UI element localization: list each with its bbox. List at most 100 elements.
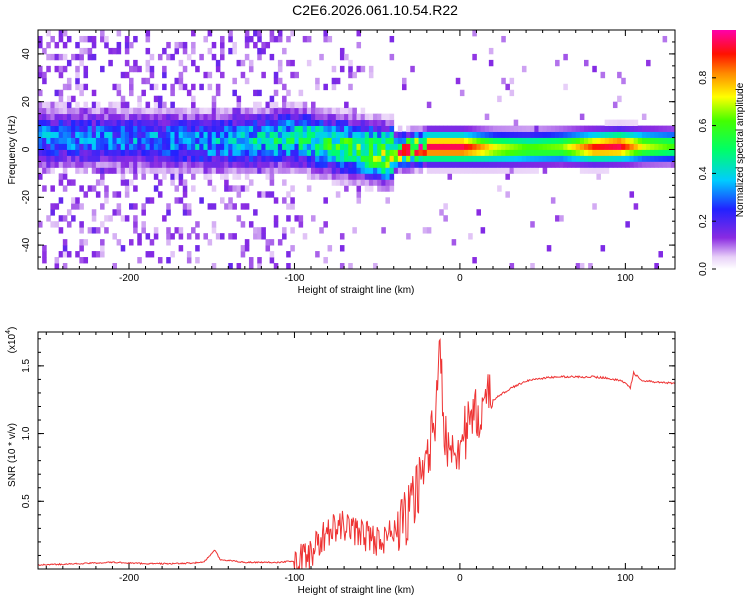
heatmap-cell <box>50 167 55 174</box>
heatmap-cells <box>38 30 676 270</box>
heatmap-cell <box>311 119 316 126</box>
heatmap-cell <box>364 149 370 156</box>
x-tick-label: -100 <box>284 273 304 284</box>
heatmap-cell <box>356 191 362 198</box>
heatmap-cell <box>331 131 337 138</box>
heatmap-cell <box>480 227 486 234</box>
heatmap-cell <box>377 125 382 132</box>
heatmap-cell <box>290 113 295 121</box>
heatmap-cell <box>629 143 635 150</box>
heatmap-cell <box>596 173 601 180</box>
heatmap-cell <box>153 125 159 132</box>
heatmap-cell <box>257 53 262 61</box>
heatmap-cell <box>331 149 337 156</box>
heatmap-cell <box>443 149 448 156</box>
heatmap-cell <box>133 167 138 174</box>
heatmap-cell <box>418 149 424 156</box>
heatmap-cell <box>459 167 465 174</box>
multiplier-close: ) <box>7 327 18 330</box>
heatmap-cell <box>381 125 386 132</box>
heatmap-cell <box>232 47 237 55</box>
heatmap-cell <box>100 203 105 210</box>
heatmap-cell <box>257 125 262 132</box>
heatmap-cell <box>373 143 378 150</box>
heatmap-cell <box>120 143 126 150</box>
heatmap-cell <box>608 161 614 168</box>
heatmap-cell <box>559 137 564 144</box>
heatmap-cell <box>199 119 204 126</box>
heatmap-cell <box>505 167 510 174</box>
heatmap-cell <box>443 143 448 150</box>
heatmap-cell <box>220 119 225 126</box>
heatmap-cell <box>87 137 93 144</box>
heatmap-cell <box>120 101 126 109</box>
heatmap-cell <box>232 119 237 126</box>
heatmap-cell <box>66 149 72 156</box>
heatmap-cell <box>104 227 109 234</box>
heatmap-cell <box>538 143 544 150</box>
heatmap-cell <box>137 125 142 132</box>
heatmap-cell <box>348 263 353 270</box>
heatmap-cell <box>79 227 84 234</box>
heatmap-cell <box>513 137 519 144</box>
heatmap-cell <box>670 125 676 132</box>
heatmap-cell <box>240 185 246 192</box>
heatmap-cell <box>191 131 196 138</box>
heatmap-cell <box>120 155 126 162</box>
heatmap-cell <box>381 161 386 168</box>
heatmap-cell <box>124 71 130 79</box>
heatmap-cell <box>563 137 568 144</box>
heatmap-cell <box>571 155 577 162</box>
heatmap-cell <box>79 119 84 126</box>
heatmap-cell <box>137 161 142 168</box>
heatmap-cell <box>435 149 440 156</box>
heatmap-cell <box>277 30 283 37</box>
heatmap-cell <box>646 125 651 132</box>
heatmap-cell <box>534 137 539 144</box>
heatmap-cell <box>315 161 320 168</box>
heatmap-cell <box>319 107 324 115</box>
heatmap-cell <box>509 137 515 144</box>
heatmap-cell <box>170 53 175 61</box>
heatmap-cell <box>129 149 134 156</box>
heatmap-cell <box>224 167 229 174</box>
heatmap-cell <box>66 251 72 258</box>
heatmap-cell <box>294 101 299 109</box>
heatmap-cell <box>331 119 337 126</box>
heatmap-cell <box>670 143 676 150</box>
heatmap-cell <box>203 71 208 79</box>
heatmap-cell <box>141 161 146 168</box>
heatmap-cell <box>253 131 258 138</box>
colorbar: 0.00.20.40.60.8 Normalized spectral ampl… <box>698 30 746 276</box>
heatmap-cell <box>435 137 440 144</box>
heatmap-cell <box>38 173 43 180</box>
heatmap-cell <box>538 155 544 162</box>
heatmap-cell <box>443 131 448 138</box>
heatmap-cell <box>447 161 453 168</box>
heatmap-cell <box>95 137 101 144</box>
heatmap-cell <box>269 107 275 115</box>
heatmap-cell <box>215 143 221 150</box>
heatmap-cell <box>612 155 618 162</box>
heatmap-cell <box>604 119 610 126</box>
heatmap-cell <box>542 125 548 132</box>
heatmap-cell <box>389 131 395 138</box>
heatmap-cell <box>186 107 192 115</box>
heatmap-cell <box>637 161 643 168</box>
heatmap-cell <box>306 125 312 132</box>
heatmap-cell <box>133 107 138 115</box>
heatmap-cell <box>662 161 668 168</box>
heatmap-cell <box>91 227 97 234</box>
heatmap-cell <box>124 161 130 168</box>
heatmap-cell <box>368 167 374 174</box>
heatmap-cell <box>240 71 246 79</box>
heatmap-cell <box>182 113 188 121</box>
heatmap-cell <box>145 65 151 73</box>
heatmap-cell <box>389 137 395 144</box>
heatmap-cell <box>290 197 295 204</box>
heatmap-cell <box>54 89 60 97</box>
heatmap-cell <box>211 119 217 126</box>
heatmap-cell <box>472 167 477 174</box>
heatmap-cell <box>472 137 477 144</box>
heatmap-cell <box>207 143 213 150</box>
